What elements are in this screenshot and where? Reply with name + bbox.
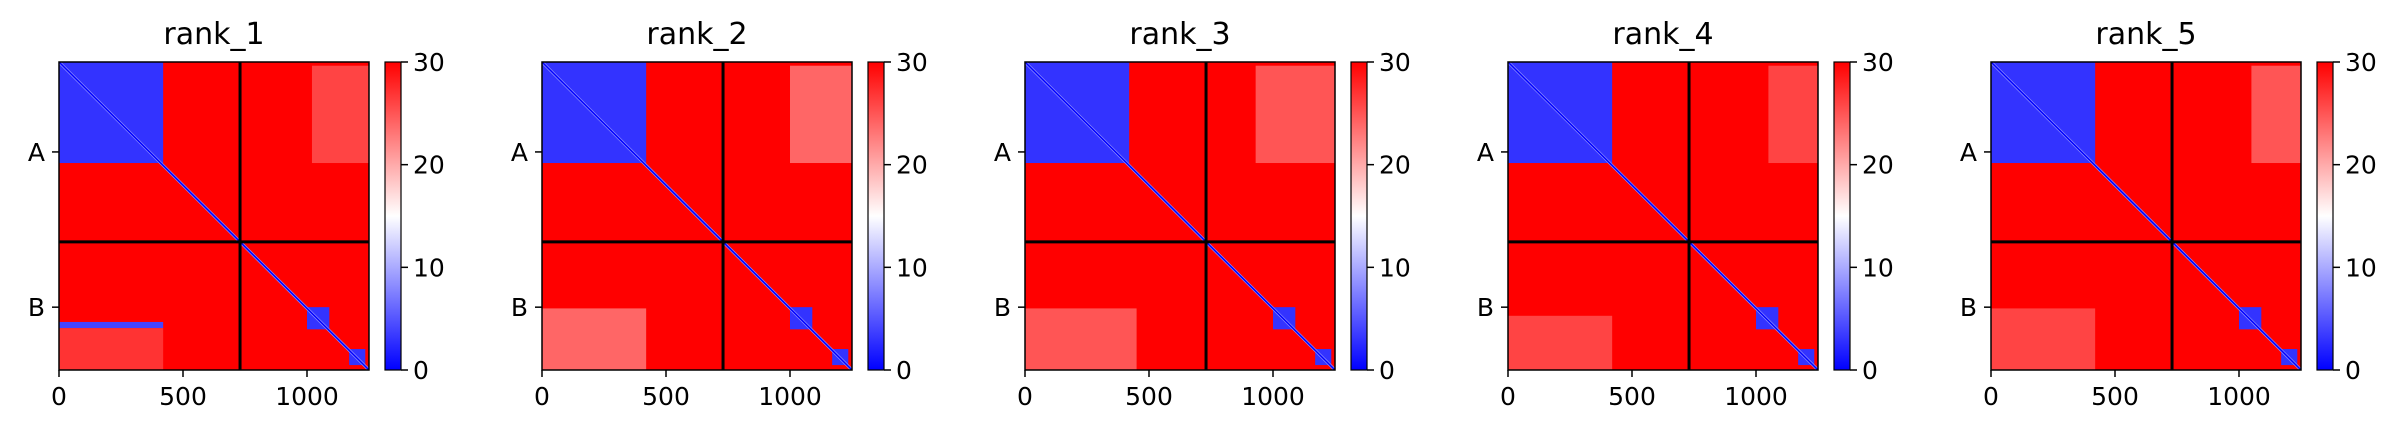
x-tick-label: 0: [1017, 382, 1033, 411]
colorbar-tick-label: 10: [1862, 253, 1894, 282]
x-tick-label: 0: [1500, 382, 1516, 411]
heatmap-area: [1991, 62, 2301, 370]
colorbar-tick-label: 10: [1379, 253, 1411, 282]
x-tick-label: 500: [1125, 382, 1173, 411]
colorbar-frame: [1350, 61, 1368, 371]
plot-frame: [58, 61, 370, 371]
heatmap-block: [1768, 65, 1818, 164]
colorbar-tick-label: 30: [1379, 48, 1411, 77]
chart-title: rank_1: [163, 17, 264, 52]
y-tick-label: A: [1960, 138, 1977, 167]
heatmap-area: [1025, 62, 1335, 370]
heatmap-block: [1255, 65, 1335, 164]
heatmap-block: [59, 321, 164, 329]
colorbar: [1351, 62, 1367, 370]
y-tick-label: A: [511, 138, 528, 167]
plot-frame: [1990, 61, 2302, 371]
chart-title: rank_3: [1129, 17, 1230, 52]
x-tick-label: 500: [1608, 382, 1656, 411]
colorbar: [1834, 62, 1850, 370]
heatmap-block: [59, 328, 164, 370]
heatmap-block: [311, 65, 369, 164]
colorbar: [868, 62, 884, 370]
heatmap-diagonal-core: [1025, 62, 1335, 370]
colorbar-tick-label: 30: [1862, 48, 1894, 77]
colorbar-tick-label: 0: [2345, 356, 2361, 385]
colorbar: [2317, 62, 2333, 370]
y-tick-label: B: [994, 293, 1011, 322]
heatmap-diagonal-core: [1991, 62, 2301, 370]
colorbar-tick-label: 20: [413, 151, 445, 180]
plot-frame: [1507, 61, 1819, 371]
y-tick-label: A: [28, 138, 45, 167]
colorbar-frame: [384, 61, 402, 371]
colorbar-tick-label: 30: [896, 48, 928, 77]
heatmap-block: [1025, 308, 1137, 370]
heatmap-diagonal-core: [542, 62, 852, 370]
colorbar-tick-label: 30: [413, 48, 445, 77]
y-tick-label: B: [1477, 293, 1494, 322]
x-tick-label: 0: [534, 382, 550, 411]
x-tick-label: 1000: [2207, 382, 2271, 411]
subplot-1: rank_1 0 500 1000 A B 0 10 20 30: [28, 17, 445, 411]
colorbar-tick-label: 10: [2345, 253, 2377, 282]
chart-title: rank_2: [646, 17, 747, 52]
chart-title: rank_5: [2095, 17, 2196, 52]
colorbar: [385, 62, 401, 370]
x-tick-label: 500: [159, 382, 207, 411]
colorbar-tick-label: 20: [1379, 151, 1411, 180]
heatmap-block: [790, 65, 852, 164]
heatmap-diagonal-core: [59, 62, 369, 370]
colorbar-tick-label: 20: [896, 151, 928, 180]
x-tick-label: 1000: [1724, 382, 1788, 411]
subplot-3: rank_3 0 500 1000 A B 0 10 20 30: [994, 17, 1411, 411]
heatmap-block: [542, 308, 647, 370]
subplot-2: rank_2 0 500 1000 A B 0 10 20 30: [511, 17, 928, 411]
x-tick-label: 500: [2091, 382, 2139, 411]
colorbar-tick-label: 30: [2345, 48, 2377, 77]
subplot-5: rank_5 0 500 1000 A B 0 10 20 30: [1960, 17, 2377, 411]
heatmap-block: [1991, 308, 2096, 370]
colorbar-tick-label: 10: [896, 253, 928, 282]
colorbar-tick-label: 0: [413, 356, 429, 385]
colorbar-tick-label: 0: [896, 356, 912, 385]
plot-frame: [1024, 61, 1336, 371]
colorbar-tick-label: 0: [1862, 356, 1878, 385]
x-tick-label: 1000: [1241, 382, 1305, 411]
colorbar-tick-label: 20: [1862, 151, 1894, 180]
plot-frame: [541, 61, 853, 371]
heatmap-diagonal-core: [1508, 62, 1818, 370]
colorbar-tick-label: 10: [413, 253, 445, 282]
x-tick-label: 0: [1983, 382, 1999, 411]
heatmap-block: [1508, 315, 1613, 370]
colorbar-tick-label: 0: [1379, 356, 1395, 385]
subplot-4: rank_4 0 500 1000 A B 0 10 20 30: [1477, 17, 1894, 411]
heatmap-area: [542, 62, 852, 370]
x-tick-label: 0: [51, 382, 67, 411]
heatmap-area: [59, 62, 369, 370]
heatmap-area: [1508, 62, 1818, 370]
colorbar-frame: [1833, 61, 1851, 371]
colorbar-frame: [2316, 61, 2334, 371]
y-tick-label: A: [994, 138, 1011, 167]
y-tick-label: A: [1477, 138, 1494, 167]
y-tick-label: B: [28, 293, 45, 322]
x-tick-label: 1000: [758, 382, 822, 411]
x-tick-label: 500: [642, 382, 690, 411]
y-tick-label: B: [1960, 293, 1977, 322]
colorbar-tick-label: 20: [2345, 151, 2377, 180]
x-tick-label: 1000: [275, 382, 339, 411]
chart-title: rank_4: [1612, 17, 1713, 52]
heatmap-block: [2251, 65, 2301, 164]
y-tick-label: B: [511, 293, 528, 322]
colorbar-frame: [867, 61, 885, 371]
